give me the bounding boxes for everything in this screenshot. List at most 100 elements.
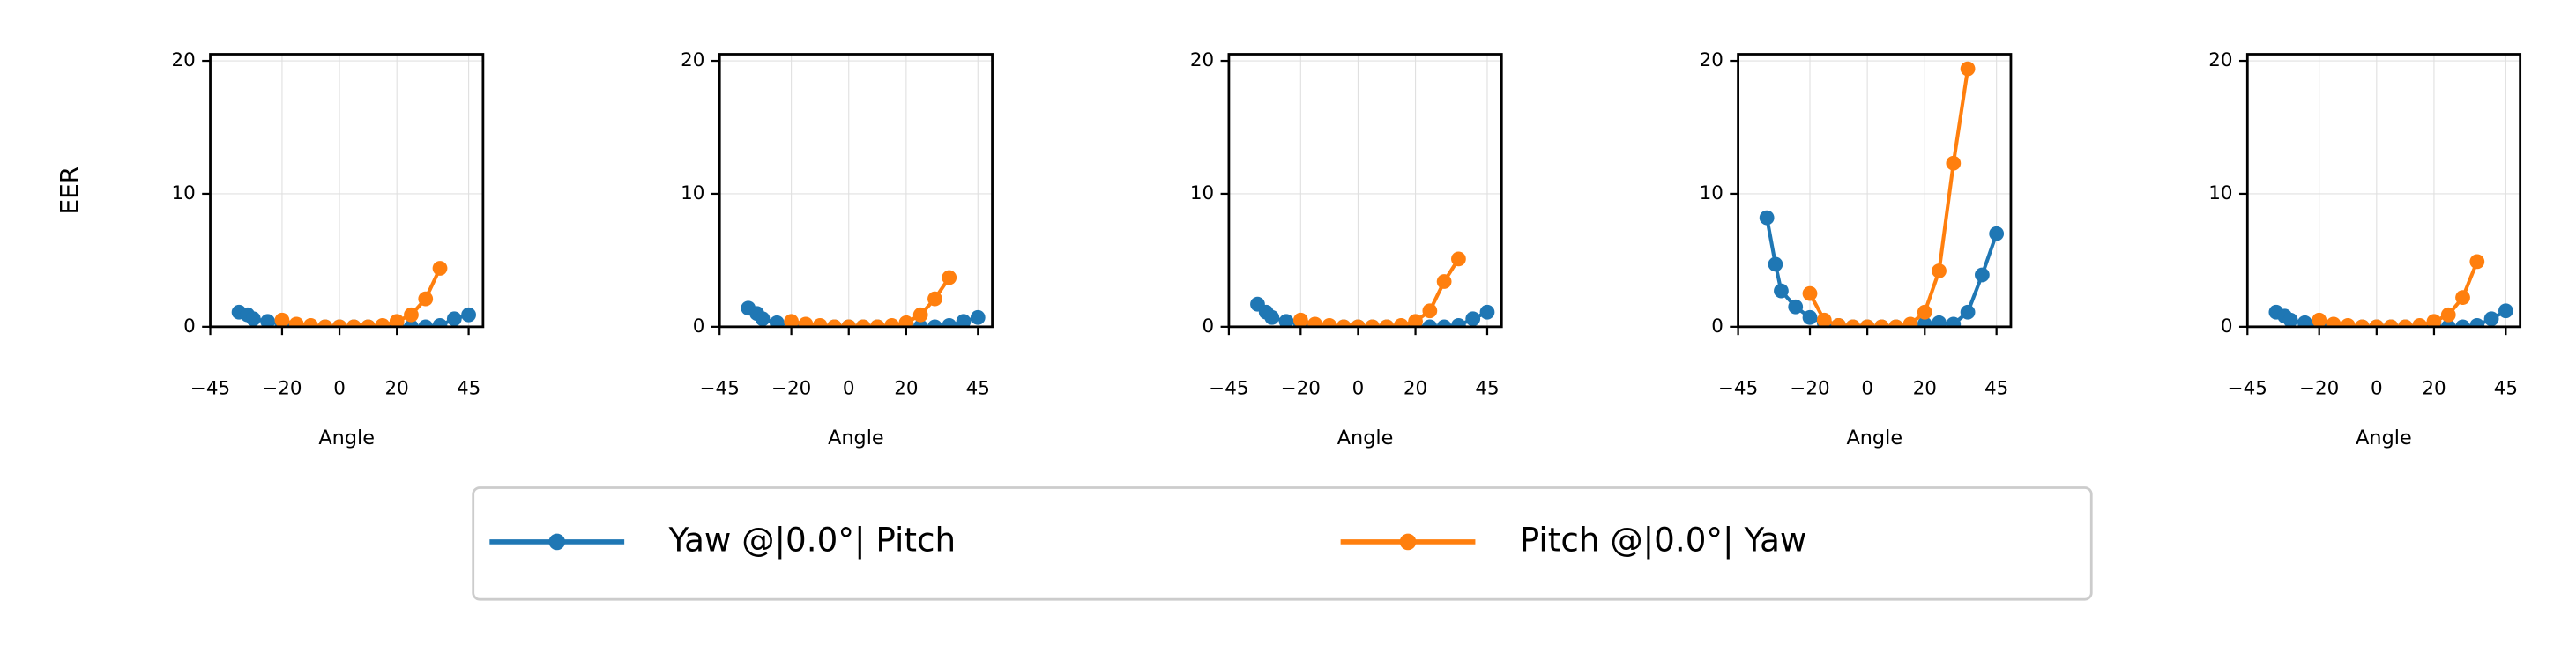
point xyxy=(2312,312,2327,327)
point xyxy=(1393,317,1409,327)
point xyxy=(1436,319,1452,327)
point xyxy=(375,317,391,327)
series-line xyxy=(1808,68,1970,327)
x-tick-label: −45 xyxy=(190,378,230,400)
series-line xyxy=(1299,257,1461,327)
legend-box xyxy=(472,486,2093,601)
point xyxy=(331,319,347,327)
point xyxy=(898,315,914,327)
point xyxy=(912,307,928,322)
y-tick-label: 20 xyxy=(171,49,195,71)
legend-marker xyxy=(548,533,566,551)
x-tick-label: 20 xyxy=(1913,378,1937,400)
point xyxy=(418,291,434,307)
point xyxy=(1831,317,1846,327)
x-tick-label: 20 xyxy=(894,378,918,400)
point xyxy=(404,307,419,322)
x-axis-label: Angle xyxy=(828,426,884,449)
point xyxy=(798,316,814,327)
x-axis-label: Angle xyxy=(1337,426,1394,449)
point xyxy=(1479,304,1495,320)
plot-area xyxy=(231,261,476,327)
point xyxy=(2383,319,2399,327)
point xyxy=(1322,317,1337,327)
point xyxy=(1845,319,1861,327)
x-axis-label: Angle xyxy=(318,426,375,449)
point xyxy=(1422,319,1438,327)
y-tick-label: 20 xyxy=(681,49,704,71)
point xyxy=(1465,311,1481,327)
point xyxy=(288,316,304,327)
plot-area xyxy=(741,270,986,327)
point xyxy=(274,312,290,327)
point xyxy=(755,311,771,327)
x-axis-label: Angle xyxy=(1846,426,1902,449)
x-axis-label: Angle xyxy=(2356,426,2412,449)
point xyxy=(317,319,333,327)
axes-frame xyxy=(718,53,994,329)
point xyxy=(2483,311,2499,327)
point xyxy=(2469,317,2485,327)
point xyxy=(956,314,972,327)
y-tick-label: 10 xyxy=(1700,182,1724,204)
point xyxy=(1451,251,1466,267)
axes-frame xyxy=(1737,53,2013,329)
point xyxy=(1768,256,1783,272)
point xyxy=(2440,307,2456,322)
x-tick-label: −45 xyxy=(1718,378,1758,400)
point xyxy=(884,317,899,327)
point xyxy=(2340,317,2356,327)
legend-label: Yaw @|0.0°| Pitch xyxy=(667,520,956,560)
point xyxy=(1351,319,1366,327)
point xyxy=(1336,319,1351,327)
y-tick-label: 10 xyxy=(681,182,704,204)
point xyxy=(1874,319,1889,327)
point xyxy=(2469,254,2485,270)
point xyxy=(2398,319,2413,327)
legend-marker xyxy=(1399,533,1417,551)
x-tick-label: −20 xyxy=(262,378,302,400)
y-tick-label: 0 xyxy=(1202,315,1215,337)
x-tick-label: 45 xyxy=(457,378,480,400)
point xyxy=(1278,314,1294,327)
x-tick-label: 20 xyxy=(2422,378,2446,400)
point xyxy=(1946,316,1962,327)
point xyxy=(361,319,376,327)
point xyxy=(2426,314,2442,327)
x-tick-label: 0 xyxy=(843,378,855,400)
axes-frame xyxy=(2245,53,2522,329)
point xyxy=(1960,304,1976,320)
point xyxy=(2498,303,2513,319)
point xyxy=(855,319,871,327)
point xyxy=(1932,315,1947,327)
point xyxy=(1408,314,1423,327)
point xyxy=(432,317,448,327)
point xyxy=(2412,317,2428,327)
point xyxy=(260,314,276,327)
x-tick-label: 45 xyxy=(2494,378,2518,400)
point xyxy=(1292,312,1308,327)
point xyxy=(1774,283,1789,299)
point xyxy=(1379,319,1395,327)
x-tick-label: −45 xyxy=(1209,378,1248,400)
point xyxy=(1307,316,1322,327)
point xyxy=(418,319,434,327)
point xyxy=(1451,317,1466,327)
point xyxy=(1422,303,1438,319)
point xyxy=(1975,267,1990,283)
point xyxy=(1436,274,1452,289)
point xyxy=(827,319,842,327)
y-tick-label: 0 xyxy=(1711,315,1724,337)
x-tick-label: 45 xyxy=(1475,378,1499,400)
point xyxy=(2355,319,2370,327)
point xyxy=(389,314,405,327)
point xyxy=(2282,312,2298,327)
y-tick-label: 0 xyxy=(693,315,705,337)
point xyxy=(769,315,785,327)
point xyxy=(2297,315,2312,327)
point xyxy=(812,317,828,327)
point xyxy=(1788,299,1804,315)
point xyxy=(927,319,942,327)
x-tick-label: 0 xyxy=(1861,378,1873,400)
